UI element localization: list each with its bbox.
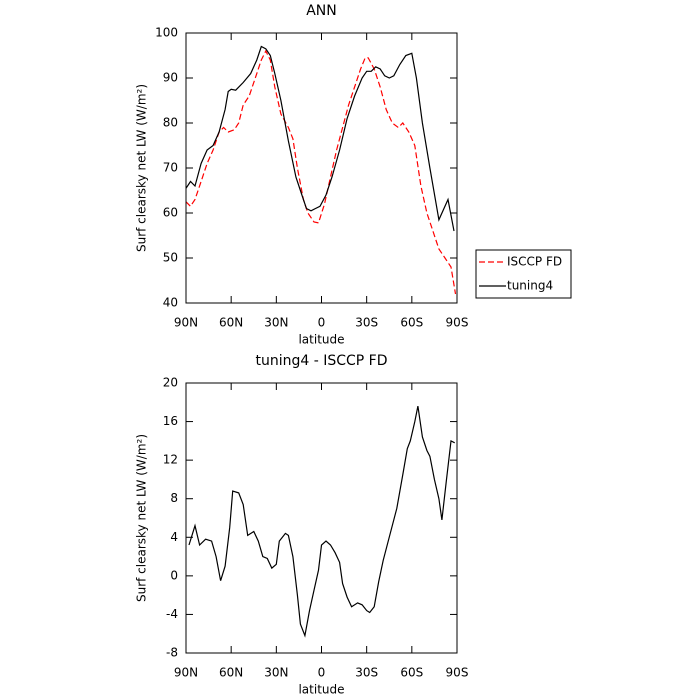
x-axis-label: latitude — [298, 683, 344, 697]
plot-frame — [185, 382, 458, 654]
x-tick-label: 90S — [446, 666, 469, 680]
y-tick-label: 8 — [170, 491, 178, 505]
x-tick-label: 60S — [400, 666, 423, 680]
y-axis-label: Surf clearsky net LW (W/m²) — [135, 84, 149, 252]
x-tick-label: 30N — [264, 666, 288, 680]
y-tick-label: 100 — [155, 26, 178, 40]
y-tick-label: -4 — [166, 607, 178, 621]
x-tick-label: 0 — [318, 666, 326, 680]
y-tick-label: 70 — [163, 161, 178, 175]
y-tick-label: 20 — [163, 376, 178, 390]
legend-box — [475, 249, 572, 299]
x-tick-label: 90S — [446, 316, 469, 330]
x-axis-label: latitude — [298, 333, 344, 347]
y-axis-label: Surf clearsky net LW (W/m²) — [135, 434, 149, 602]
y-tick-label: 0 — [170, 568, 178, 582]
x-tick-label: 60N — [219, 316, 243, 330]
x-tick-label: 30S — [355, 666, 378, 680]
x-tick-label: 30S — [355, 316, 378, 330]
data-line — [185, 45, 455, 232]
x-tick-label: 60S — [400, 316, 423, 330]
chart-title: tuning4 - ISCCP FD — [255, 353, 387, 369]
y-tick-label: 12 — [163, 453, 178, 467]
y-tick-label: 16 — [163, 414, 178, 428]
y-tick-label: 80 — [163, 116, 178, 130]
y-tick-label: 90 — [163, 71, 178, 85]
legend-label: tuning4 — [507, 279, 553, 293]
y-tick-label: 60 — [163, 206, 178, 220]
chart-title: ANN — [306, 3, 337, 19]
x-tick-label: 0 — [318, 316, 326, 330]
y-tick-label: 40 — [163, 296, 178, 310]
legend-label: ISCCP FD — [507, 255, 562, 269]
x-tick-label: 90N — [174, 666, 198, 680]
y-tick-label: 50 — [163, 251, 178, 265]
data-line — [188, 405, 455, 638]
x-tick-label: 60N — [219, 666, 243, 680]
data-line — [185, 49, 457, 295]
y-tick-label: 4 — [170, 530, 178, 544]
y-tick-label: -8 — [166, 646, 178, 660]
x-tick-label: 30N — [264, 316, 288, 330]
plot-frame — [185, 32, 458, 304]
x-tick-label: 90N — [174, 316, 198, 330]
